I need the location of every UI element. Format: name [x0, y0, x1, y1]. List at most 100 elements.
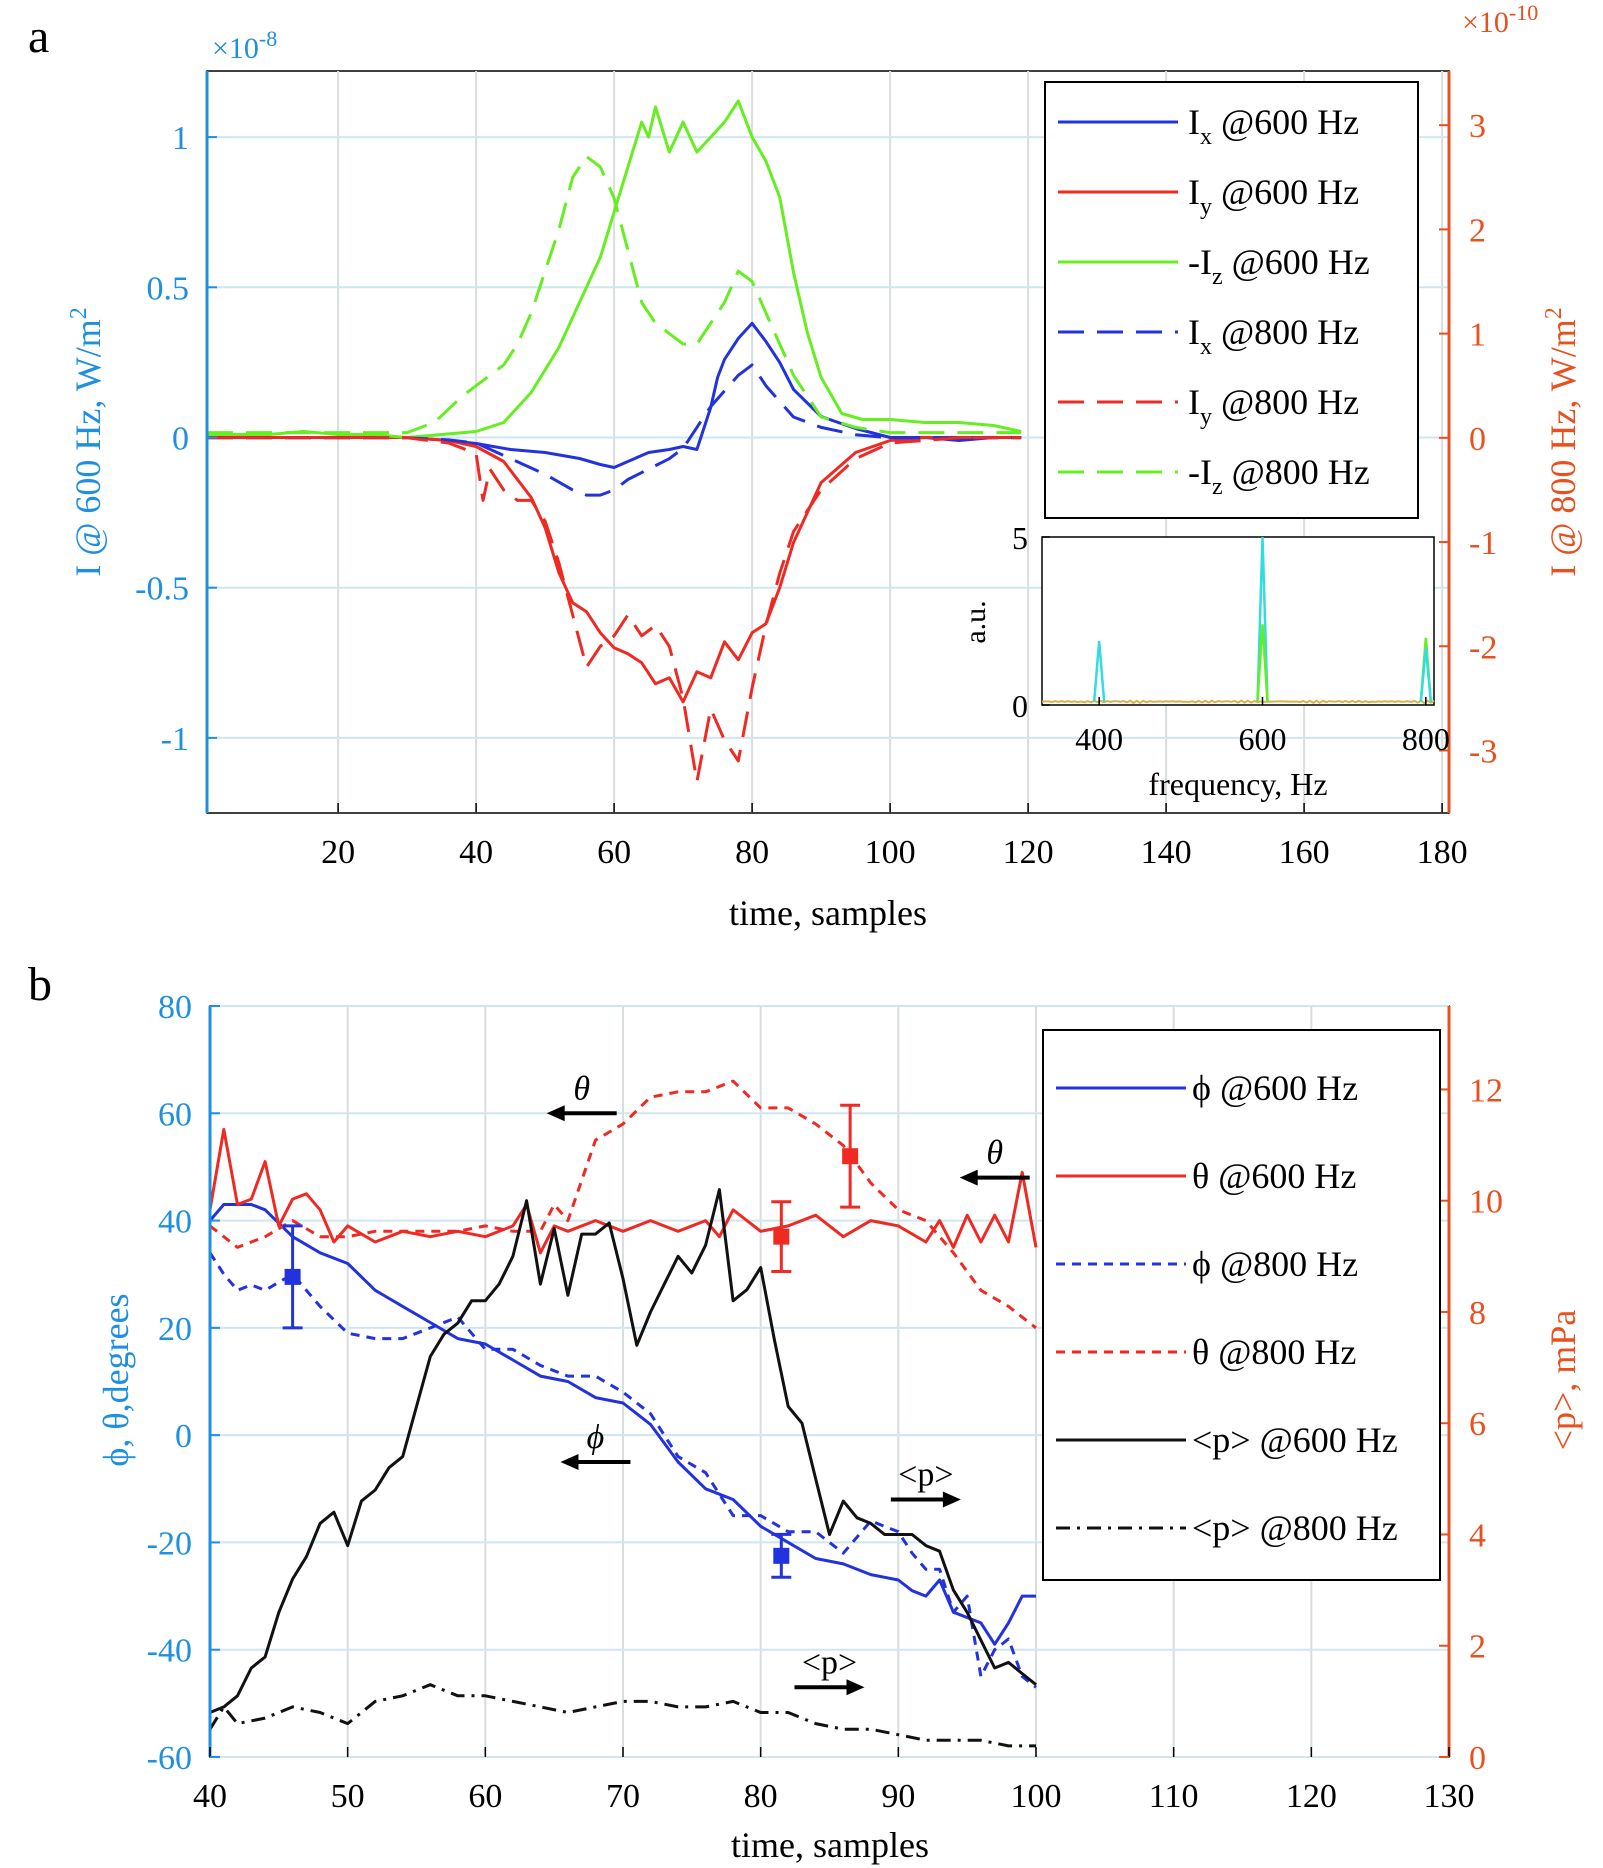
y-tick-label-right: 4 — [1469, 1517, 1486, 1554]
y-tick-label-right: -2 — [1469, 629, 1497, 666]
panel-a-ylabel-right: I @ 800 Hz, W/m2 — [1541, 307, 1583, 576]
x-tick-label: 60 — [468, 1778, 502, 1815]
x-tick-label: 130 — [1424, 1778, 1475, 1815]
inset-peak-0 — [1092, 641, 1106, 702]
panel-b-axes: 40 50 60 70 80 90 100 110 120 130-60-40-200204060… — [147, 989, 1503, 1815]
series-line-4 — [209, 1188, 1037, 1714]
panel-b-chart: θθϕ<p><p> 40 50 60 70 80 90 100 110 120 130-60-40… — [96, 989, 1583, 1865]
y-tick-label-left: 0 — [175, 1418, 192, 1455]
y-tick-label-left: -0.5 — [135, 571, 189, 608]
panel-b-annotations: θ θ ϕ <p> <p> — [546, 1070, 1030, 1696]
series-line-0 — [208, 1203, 1036, 1646]
x-tick-label: 110 — [1149, 1778, 1199, 1815]
panel-a-inset-frame — [1041, 536, 1435, 706]
panel-a-inset-content: 400 600 800 0 5 — [1012, 520, 1450, 757]
legend-label: Ix @600 Hz — [1188, 102, 1359, 150]
legend-label: -Iz @600 Hz — [1188, 242, 1370, 290]
y-tick-label-right: -1 — [1469, 525, 1497, 562]
legend-label: Ix @800 Hz — [1188, 312, 1359, 360]
x-tick-label: 140 — [1141, 834, 1192, 871]
x-tick-label: 60 — [597, 834, 631, 871]
legend-label: Iy @800 Hz — [1188, 382, 1359, 430]
x-tick-label: 70 — [606, 1778, 640, 1815]
y-tick-label-right: 2 — [1469, 1629, 1486, 1666]
panel-b-xlabel: time, samples — [731, 1825, 929, 1865]
inset-noise-floor — [1041, 699, 1435, 705]
annotation-4: <p> — [794, 1644, 865, 1696]
series-line-5 — [208, 1683, 1036, 1748]
inset-x-tick-label: 400 — [1075, 721, 1123, 757]
y-tick-label-right: 0 — [1469, 1740, 1486, 1777]
error-bar-3 — [840, 1103, 861, 1209]
panel-b-ylabel-right: <p>, mPa — [1543, 1310, 1583, 1451]
legend-label: θ @600 Hz — [1192, 1156, 1356, 1196]
legend-label: Iy @600 Hz — [1188, 172, 1359, 220]
series-line-2 — [207, 99, 1022, 439]
panel-a-inset-ylabel: a.u. — [959, 600, 992, 643]
x-tick-label: 160 — [1279, 834, 1330, 871]
y-tick-label-left: 40 — [158, 1204, 192, 1241]
y-tick-label-left: 20 — [158, 1311, 192, 1348]
legend-label: θ @800 Hz — [1192, 1332, 1356, 1372]
legend-label: -Iz @800 Hz — [1188, 452, 1370, 500]
inset-peak-4 — [1419, 647, 1433, 702]
y-tick-label-right: -3 — [1469, 733, 1497, 770]
panel-b-label: b — [28, 958, 52, 1011]
y-tick-label-left: 0 — [172, 420, 189, 457]
panel-b-ylabel-left: ϕ, θ,degrees — [96, 1293, 136, 1466]
panel-a-legend: Ix @600 Hz Iy @600 Hz -Iz @600 Hz Ix @800 H… — [1044, 81, 1419, 519]
y-tick-label-left: 80 — [158, 989, 192, 1026]
y-tick-label-left: 0.5 — [147, 270, 190, 307]
x-tick-label: 50 — [331, 1778, 365, 1815]
panel-a-chart: 20 40 60 80 100 120 140 160 180-1-0.500.51-3-2-1… — [66, 0, 1583, 933]
legend-label: ϕ @600 Hz — [1192, 1068, 1358, 1108]
svg-text:<p>: <p> — [802, 1644, 857, 1681]
legend-label: ϕ @800 Hz — [1192, 1244, 1358, 1284]
y-tick-label-left: 1 — [172, 120, 189, 157]
annotation-1: θ — [959, 1135, 1030, 1186]
y-tick-label-right: 1 — [1469, 317, 1486, 354]
x-tick-label: 180 — [1417, 834, 1468, 871]
panel-a-xlabel: time, samples — [729, 893, 927, 933]
inset-y-tick-label: 5 — [1012, 520, 1028, 556]
y-tick-label-left: -20 — [147, 1525, 192, 1562]
y-tick-label-right: 6 — [1469, 1406, 1486, 1443]
y-tick-label-right: 10 — [1469, 1184, 1503, 1221]
x-tick-label: 40 — [193, 1778, 227, 1815]
panel-a-exponent-right: ×10-10 — [1462, 0, 1538, 39]
legend-label: <p> @800 Hz — [1192, 1508, 1398, 1548]
svg-text:<p>: <p> — [898, 1457, 953, 1494]
series-line-3 — [209, 1079, 1037, 1330]
annotation-3: <p> — [890, 1457, 961, 1508]
y-tick-label-right: 12 — [1469, 1072, 1503, 1109]
panel-b-legend: ϕ @600 Hz θ @600 Hz ϕ @800 Hz θ @800 Hz <p> … — [1042, 1029, 1441, 1581]
panel-a-inset-xlabel: frequency, Hz — [1148, 766, 1327, 802]
inset-x-tick-label: 600 — [1239, 721, 1287, 757]
panel-b-legend-entries: ϕ @600 Hz θ @600 Hz ϕ @800 Hz θ @800 Hz <p> … — [1056, 1068, 1398, 1548]
panel-a-legend-entries: Ix @600 Hz Iy @600 Hz -Iz @600 Hz Ix @800 H… — [1058, 102, 1370, 500]
x-tick-label: 100 — [865, 834, 916, 871]
panel-b-legend-box — [1042, 1029, 1441, 1581]
y-tick-label-right: 2 — [1469, 212, 1486, 249]
x-tick-label: 100 — [1011, 1778, 1062, 1815]
svg-text:θ: θ — [986, 1135, 1003, 1172]
y-tick-label-right: 8 — [1469, 1295, 1486, 1332]
inset-peak-2 — [1256, 624, 1269, 702]
annotation-0: θ — [546, 1070, 617, 1122]
y-tick-label-left: 60 — [158, 1096, 192, 1133]
svg-text:θ: θ — [573, 1070, 590, 1107]
inset-y-tick-label: 0 — [1012, 688, 1028, 724]
panel-a-label: a — [28, 10, 49, 63]
y-tick-label-left: -60 — [147, 1740, 192, 1777]
x-tick-label: 120 — [1286, 1778, 1337, 1815]
x-tick-label: 20 — [321, 834, 355, 871]
y-tick-label-left: -1 — [161, 721, 189, 758]
annotation-2: ϕ — [560, 1419, 631, 1470]
svg-text:ϕ: ϕ — [587, 1419, 605, 1456]
panel-a-ylabel-left: I @ 600 Hz, W/m2 — [66, 307, 108, 576]
legend-label: <p> @600 Hz — [1192, 1420, 1398, 1460]
panel-a-series — [207, 99, 1022, 784]
series-line-5 — [207, 155, 1022, 435]
error-bar-0 — [282, 1224, 303, 1330]
